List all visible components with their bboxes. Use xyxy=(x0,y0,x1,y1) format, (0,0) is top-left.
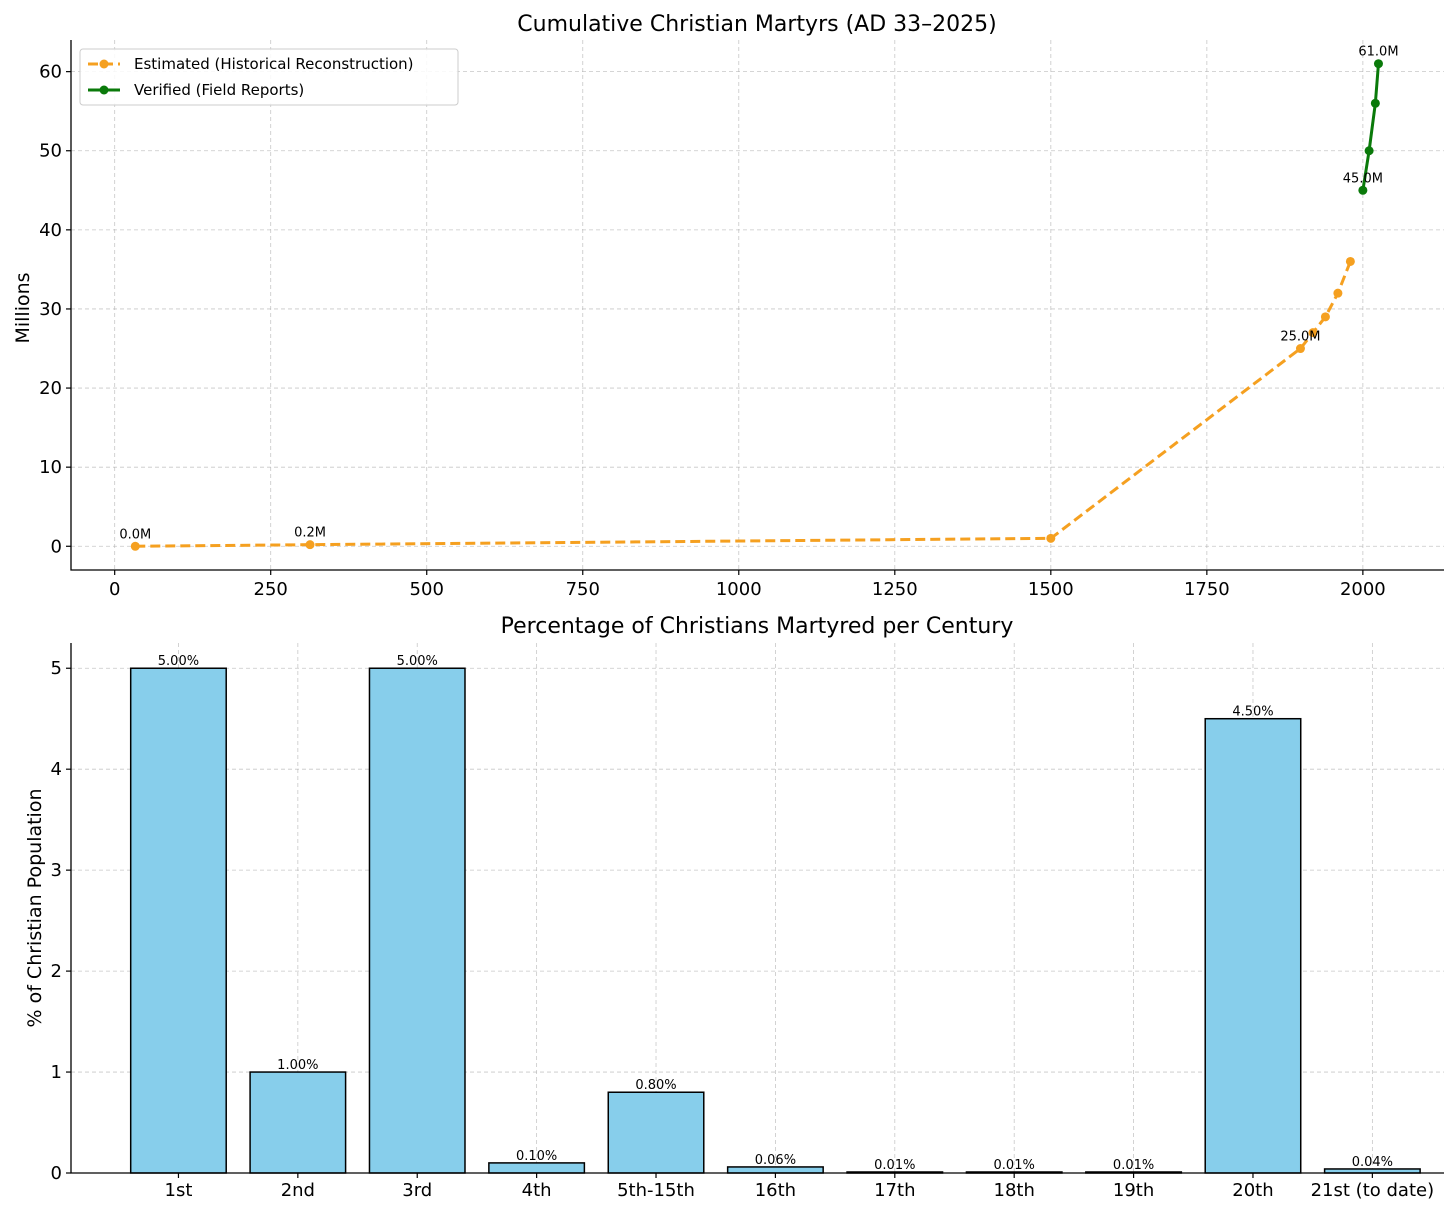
top-point-annotation: 45.0M xyxy=(1343,171,1383,186)
bar-value-label: 0.06% xyxy=(755,1153,796,1168)
top-chart-title: Cumulative Christian Martyrs (AD 33–2025… xyxy=(517,12,996,37)
bar-value-label: 0.01% xyxy=(994,1158,1035,1173)
bar-value-label: 0.04% xyxy=(1352,1155,1393,1170)
bottom-y-tick-label: 5 xyxy=(51,658,62,679)
top-axis-spines xyxy=(70,40,1444,571)
bar-value-label: 0.01% xyxy=(1113,1158,1154,1173)
top-point-annotation: 25.0M xyxy=(1280,330,1320,345)
verified-data-point xyxy=(1373,59,1383,69)
legend-box xyxy=(79,48,459,106)
estimated-data-point xyxy=(1345,256,1355,266)
bar-2nd xyxy=(249,1071,347,1174)
bar-value-label: 5.00% xyxy=(158,654,199,669)
estimated-data-point xyxy=(1320,312,1330,322)
verified-data-point xyxy=(1364,146,1374,156)
bar-value-label: 0.80% xyxy=(635,1078,676,1093)
bottom-chart-axes: 0 1 2 3 4 5 1st 2nd 3rd 4th 5th-15th 16th 17th 18th 19… xyxy=(51,643,1444,1201)
top-chart-annotations: 0.0M 0.2M 25.0M 45.0M 61.0M xyxy=(119,45,1398,543)
top-chart-series xyxy=(130,59,1383,551)
bottom-y-tick-label: 4 xyxy=(51,759,62,780)
bottom-chart-title: Percentage of Christians Martyred per Ce… xyxy=(501,614,1014,639)
top-y-tick-label: 10 xyxy=(39,457,62,478)
bar-value-label: 4.50% xyxy=(1232,705,1273,720)
estimated-series-line xyxy=(135,260,1352,548)
verified-data-point xyxy=(1358,185,1368,195)
bottom-x-tick-label: 16th xyxy=(755,1180,796,1201)
cumulative-martyrs-chart: Cumulative Christian Martyrs (AD 33–2025… xyxy=(12,12,1444,600)
top-x-tick-label: 1750 xyxy=(1184,579,1230,600)
top-y-tick-label: 50 xyxy=(39,141,62,162)
top-x-tick-label: 2000 xyxy=(1340,579,1386,600)
bottom-x-tick-label: 2nd xyxy=(281,1180,315,1201)
top-x-tick-label: 250 xyxy=(254,579,288,600)
bottom-x-tick-label: 5th-15th xyxy=(617,1180,695,1201)
estimated-data-point xyxy=(1295,344,1305,354)
top-x-tick-label: 1500 xyxy=(1028,579,1074,600)
legend-estimated-label: Estimated (Historical Reconstruction) xyxy=(134,55,414,73)
estimated-data-point xyxy=(1308,328,1318,338)
bottom-x-tick-label: 18th xyxy=(994,1180,1035,1201)
top-y-tick-label: 20 xyxy=(39,378,62,399)
top-chart-legend: Estimated (Historical Reconstruction) Ver… xyxy=(79,48,459,106)
bar-20th xyxy=(1204,717,1302,1174)
bar-1st xyxy=(129,667,227,1174)
bar-value-label: 0.10% xyxy=(516,1149,557,1164)
bottom-x-tick-label: 17th xyxy=(874,1180,915,1201)
bar-value-label: 1.00% xyxy=(277,1058,318,1073)
top-y-tick-label: 40 xyxy=(39,220,62,241)
bottom-x-tick-label: 21st (to date) xyxy=(1311,1180,1435,1201)
legend-verified-label: Verified (Field Reports) xyxy=(134,81,304,99)
estimated-data-point xyxy=(1333,288,1343,298)
top-chart-grid xyxy=(71,40,1444,570)
verified-series-line xyxy=(1361,63,1380,191)
bottom-x-tick-label: 19th xyxy=(1113,1180,1154,1201)
verified-data-point xyxy=(1370,98,1380,108)
estimated-data-point xyxy=(1046,533,1056,543)
bottom-x-tick-label: 1st xyxy=(165,1180,193,1201)
estimated-data-point xyxy=(130,541,140,551)
top-y-tick-label: 60 xyxy=(39,62,62,83)
bottom-y-tick-label: 0 xyxy=(51,1163,62,1184)
bottom-chart-ylabel: % of Christian Population xyxy=(24,788,46,1027)
top-point-annotation: 0.0M xyxy=(119,527,151,542)
bottom-axis-spines xyxy=(70,643,1444,1174)
top-point-annotation: 61.0M xyxy=(1358,45,1398,60)
bottom-y-tick-label: 2 xyxy=(51,961,62,982)
bar-4th xyxy=(488,1162,586,1174)
bottom-y-tick-label: 1 xyxy=(51,1062,62,1083)
top-chart-ylabel: Millions xyxy=(12,272,34,343)
top-x-tick-label: 0 xyxy=(109,579,120,600)
top-y-tick-label: 0 xyxy=(51,536,62,557)
bottom-y-tick-label: 3 xyxy=(51,860,62,881)
bottom-x-tick-label: 20th xyxy=(1232,1180,1273,1201)
top-x-tick-label: 1000 xyxy=(716,579,762,600)
top-point-annotation: 0.2M xyxy=(294,526,326,541)
top-x-tick-label: 500 xyxy=(410,579,444,600)
bottom-chart-value-labels: 5.00% 1.00% 5.00% 0.10% 0.80% 0.06% 0.01% 0.01%… xyxy=(158,654,1393,1173)
top-x-tick-label: 750 xyxy=(566,579,600,600)
bottom-x-tick-label: 3rd xyxy=(402,1180,432,1201)
bar-value-label: 5.00% xyxy=(397,654,438,669)
bar-value-label: 0.01% xyxy=(874,1158,915,1173)
bottom-x-tick-label: 4th xyxy=(522,1180,552,1201)
bottom-chart-bars xyxy=(129,667,1421,1174)
bar-5th-15th xyxy=(607,1091,705,1174)
top-chart-axes: 0 250 500 750 1000 1250 1500 1750 2000 0 10 20 30 40 5… xyxy=(39,40,1444,600)
top-x-tick-label: 1250 xyxy=(872,579,918,600)
top-y-tick-label: 30 xyxy=(39,299,62,320)
martyred-percentage-chart: Percentage of Christians Martyred per Ce… xyxy=(24,614,1444,1201)
legend-marker xyxy=(99,85,109,95)
estimated-data-point xyxy=(305,540,315,550)
legend-marker xyxy=(99,59,109,69)
bar-3rd xyxy=(368,667,466,1174)
